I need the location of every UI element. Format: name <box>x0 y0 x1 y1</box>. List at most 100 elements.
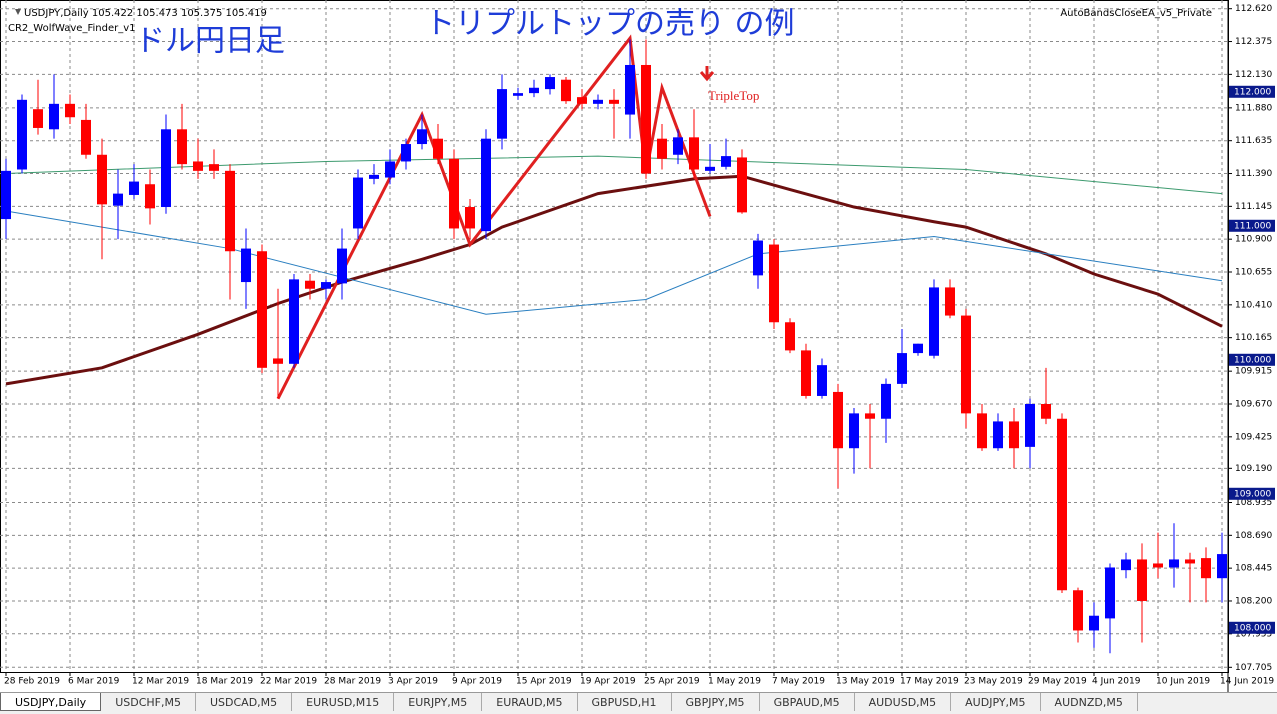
candle-body <box>609 99 619 104</box>
candle-body <box>273 358 283 364</box>
candle-body <box>1009 421 1019 449</box>
candle-body <box>913 343 923 354</box>
x-tick-label: 9 Apr 2019 <box>452 677 502 687</box>
candle-body <box>161 129 171 208</box>
candle-body <box>593 99 603 104</box>
y-tick-label: 109.670 <box>1235 400 1272 410</box>
candle-body <box>1121 559 1131 571</box>
price-level-label: 108.000 <box>1234 623 1271 633</box>
symbol-tab[interactable]: USDJPY,Daily <box>0 693 102 711</box>
y-tick-label: 111.880 <box>1235 103 1272 113</box>
candle-body <box>49 103 59 130</box>
candle-body <box>865 413 875 419</box>
candle-body <box>241 248 251 283</box>
candle-body <box>545 77 555 90</box>
candle-body <box>369 174 379 179</box>
candle-body <box>113 193 123 206</box>
x-tick-label: 29 May 2019 <box>1028 677 1087 687</box>
candle-body <box>657 138 667 159</box>
symbol-tab[interactable]: EURUSD,M15 <box>292 693 395 711</box>
candle-body <box>481 138 491 232</box>
symbol-tab[interactable]: USDCHF,M5 <box>101 693 196 711</box>
candle-body <box>225 170 235 252</box>
symbol-tab[interactable]: EURAUD,M5 <box>482 693 578 711</box>
price-level-box <box>1229 487 1275 500</box>
candle-body <box>801 350 811 396</box>
candle-body <box>737 157 747 213</box>
y-tick-label: 110.900 <box>1235 235 1272 245</box>
y-tick-label: 108.690 <box>1235 531 1272 541</box>
candle-body <box>993 421 1003 449</box>
candle-body <box>1153 563 1163 568</box>
symbol-tab[interactable]: GBPJPY,M5 <box>672 693 760 711</box>
x-tick-label: 28 Mar 2019 <box>324 677 381 687</box>
price-level-box <box>1229 219 1275 232</box>
price-level-label: 111.000 <box>1234 221 1271 231</box>
candle-body <box>529 87 539 94</box>
symbol-tab[interactable]: USDCAD,M5 <box>196 693 293 711</box>
y-tick-label: 107.955 <box>1235 629 1272 639</box>
symbol-tab[interactable]: GBPAUD,M5 <box>760 693 855 711</box>
candle-body <box>1201 558 1211 579</box>
symbol-tab[interactable]: AUDUSD,M5 <box>855 693 952 711</box>
y-tick-label: 110.410 <box>1235 300 1272 310</box>
candle-body <box>785 322 795 351</box>
candle-body <box>145 184 155 209</box>
y-tick-label: 109.190 <box>1235 464 1272 474</box>
candle-body <box>1089 615 1099 631</box>
price-level-label: 109.000 <box>1234 489 1271 499</box>
x-tick-label: 10 Jun 2019 <box>1156 677 1210 687</box>
price-level-label: 110.000 <box>1234 355 1271 365</box>
y-tick-label: 108.200 <box>1235 596 1272 606</box>
x-tick-label: 19 Apr 2019 <box>580 677 636 687</box>
candle-body <box>1041 404 1051 419</box>
candle-body <box>81 119 91 155</box>
chart-subtitle: ドル円日足 <box>135 24 285 59</box>
symbol-tab[interactable]: AUDNZD,M5 <box>1041 693 1138 711</box>
x-tick-label: 6 Mar 2019 <box>68 677 120 687</box>
x-tick-label: 13 May 2019 <box>836 677 895 687</box>
candle-body <box>641 64 651 174</box>
candle-body <box>673 137 683 155</box>
x-tick-label: 15 Apr 2019 <box>516 677 572 687</box>
candle-body <box>1105 567 1115 619</box>
candle-body <box>193 161 203 171</box>
candle-body <box>289 279 299 364</box>
x-tick-label: 12 Mar 2019 <box>132 677 189 687</box>
x-tick-label: 1 May 2019 <box>708 677 761 687</box>
x-tick-label: 3 Apr 2019 <box>388 677 438 687</box>
symbol-tab[interactable]: EURJPY,M5 <box>394 693 483 711</box>
candle-body <box>417 129 427 145</box>
symbol-tab[interactable]: AUDJPY,M5 <box>951 693 1041 711</box>
candle-body <box>129 181 139 195</box>
signal-arrow <box>699 66 715 82</box>
candle-body <box>65 103 75 118</box>
candle-body <box>1137 559 1147 601</box>
candle-body <box>209 164 219 171</box>
y-tick-label: 112.620 <box>1235 4 1272 14</box>
y-tick-label: 112.130 <box>1235 70 1272 80</box>
candle-body <box>497 89 507 139</box>
candle-body <box>945 287 955 316</box>
candle-body <box>1073 590 1083 631</box>
candle-body <box>625 64 635 115</box>
indicator-name: CR2_WolfWave_Finder_v1 <box>8 23 136 34</box>
candle-body <box>897 353 907 384</box>
candle-body <box>257 251 267 368</box>
indicator-line <box>5 155 1223 195</box>
candle-body <box>977 413 987 449</box>
symbol-tab[interactable]: GBPUSD,H1 <box>578 693 672 711</box>
candle-body <box>465 207 475 229</box>
candle-body <box>833 391 843 449</box>
candle-body <box>1025 404 1035 447</box>
candle-body <box>321 282 331 289</box>
candle-body <box>769 244 779 323</box>
price-level-box <box>1229 353 1275 366</box>
price-level-label: 112.000 <box>1234 87 1271 97</box>
candle-body <box>849 413 859 449</box>
collapse-icon[interactable] <box>15 9 21 15</box>
x-tick-label: 18 Mar 2019 <box>196 677 253 687</box>
indicator-line <box>276 34 712 400</box>
chart: USDJPY,Daily 105.422 105.473 105.375 105… <box>0 0 1277 692</box>
